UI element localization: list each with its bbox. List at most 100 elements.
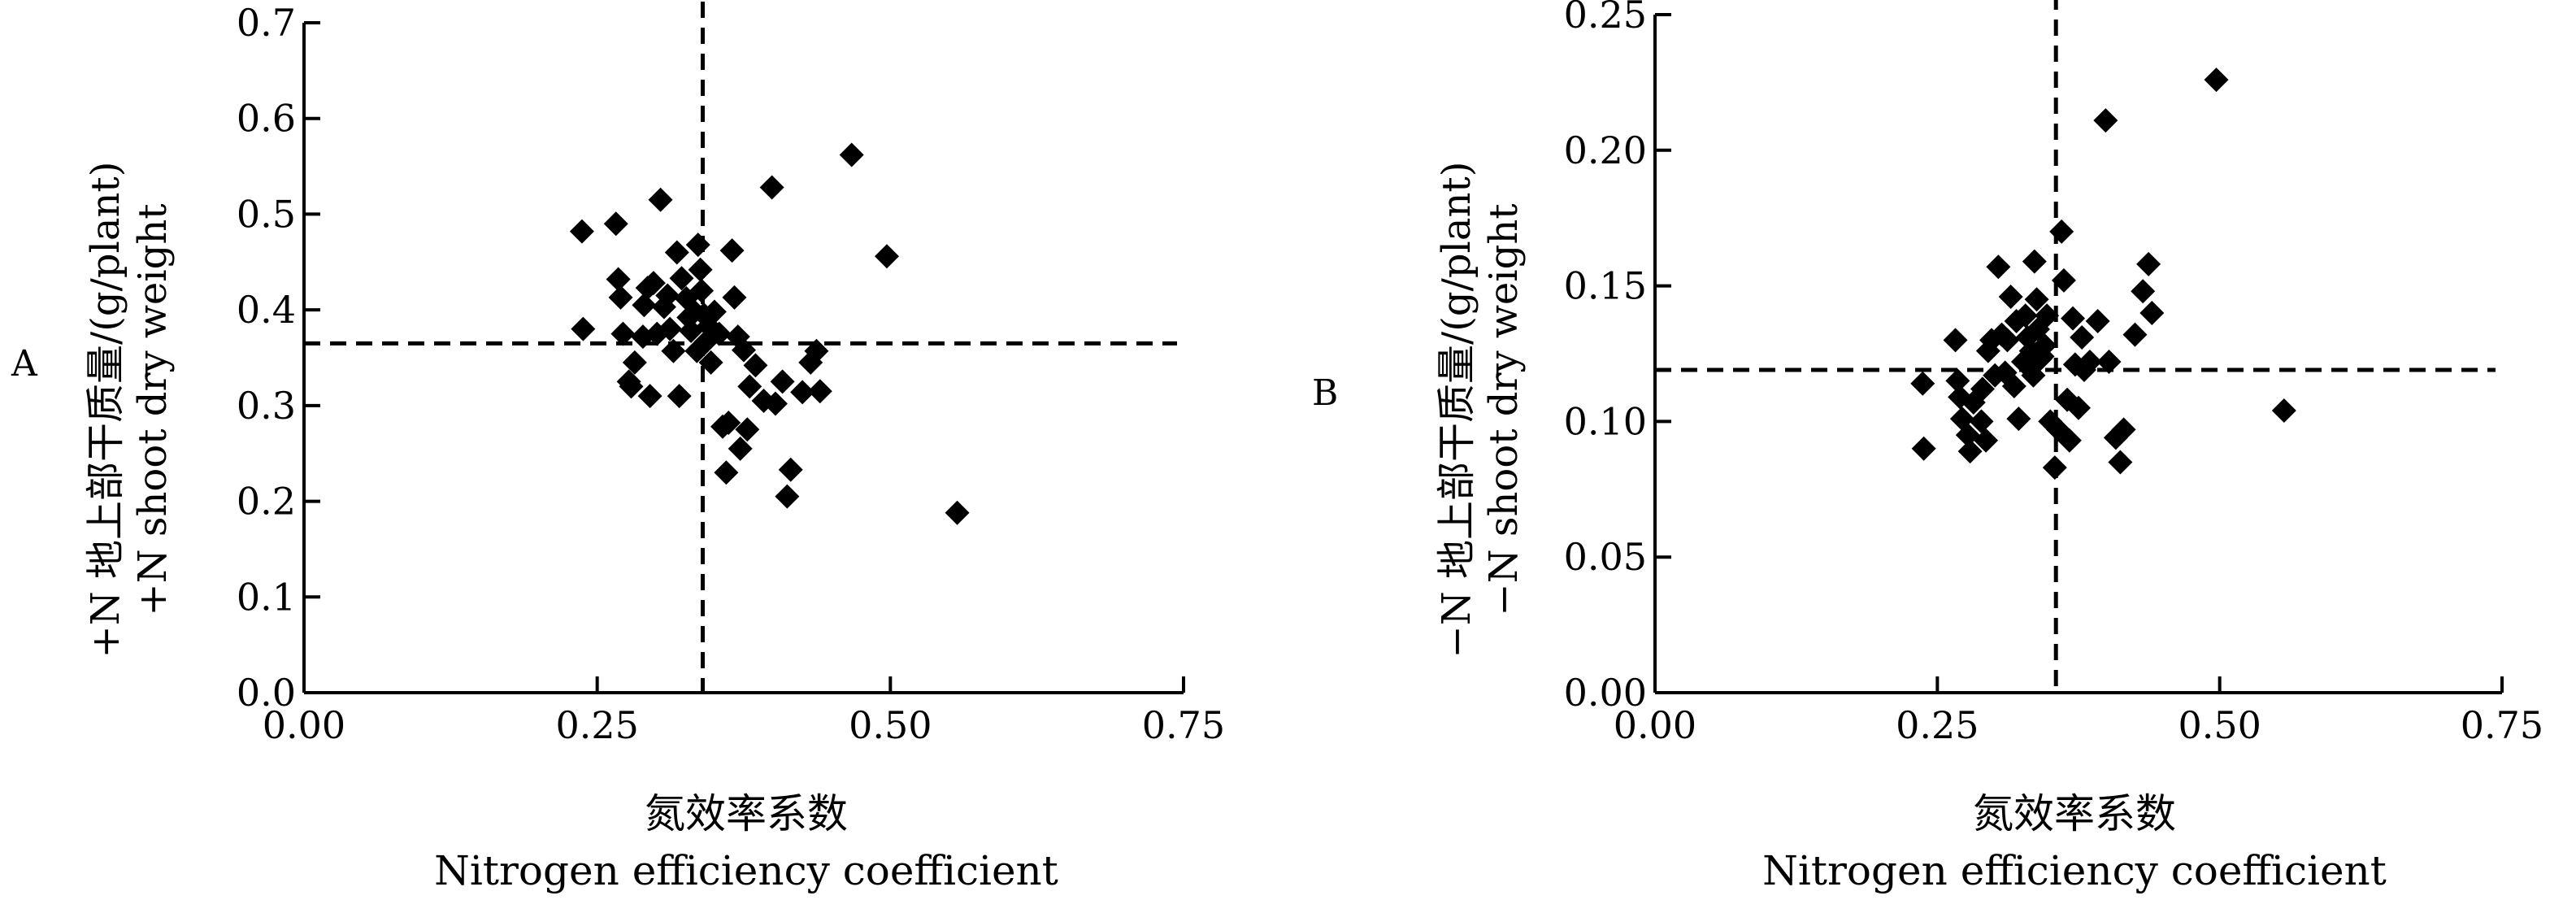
panel-b-point xyxy=(2032,333,2057,358)
panel-a-point xyxy=(689,278,715,303)
panel-a-point xyxy=(743,353,768,378)
panel-b-point xyxy=(2077,350,2102,375)
panel-b-point xyxy=(1945,368,1970,393)
panel-b-point xyxy=(2111,417,2136,442)
panel-a-point xyxy=(637,384,662,409)
panel-b-label: B xyxy=(1312,372,1338,414)
panel-a-point xyxy=(714,460,739,485)
panel-b-guides xyxy=(1655,0,2496,693)
panel-b-y-tick-label: 0.10 xyxy=(1564,399,1647,443)
panel-b-x-tick-label: 0.00 xyxy=(1614,703,1696,747)
panel-b-point xyxy=(2022,249,2047,274)
panel-a-point xyxy=(610,321,636,346)
panel-a-y-tick-label: 0.3 xyxy=(237,384,296,428)
panel-b-point xyxy=(2051,267,2076,293)
panel-a-point xyxy=(945,500,970,525)
panel-a-point xyxy=(619,374,644,399)
panel-a-point xyxy=(661,338,686,363)
panel-a-point xyxy=(658,316,683,341)
panel-a-y-ticks: 0.0 0.1 0.2 0.3 0.4 0.5 0.6 0.7 xyxy=(237,1,320,715)
panel-a-point xyxy=(632,293,657,318)
panel-a-point xyxy=(679,319,704,344)
panel-b-point xyxy=(2035,303,2060,328)
panel-b-point xyxy=(2139,300,2165,325)
panel-a-x-tick-label: 0.75 xyxy=(1142,703,1225,747)
panel-b: B −N 地上部干质量/(g/plant) −N shoot dry weigh… xyxy=(1312,0,2543,894)
panel-a-point xyxy=(688,257,713,282)
panel-a-point xyxy=(608,285,633,310)
panel-a-point xyxy=(698,350,723,375)
panel-a-point xyxy=(722,285,747,310)
panel-a-ylabel-en: +N shoot dry weight xyxy=(130,203,176,615)
panel-a-point xyxy=(571,316,596,341)
panel-a-point xyxy=(648,187,673,212)
panel-a-y-tick-label: 0.6 xyxy=(237,97,296,141)
panel-b-point xyxy=(2122,322,2148,347)
panel-a-x-tick-label: 0.00 xyxy=(263,703,345,747)
panel-b-y-ticks: 0.00 0.05 0.10 0.15 0.20 0.25 xyxy=(1564,0,1671,715)
panel-a-ylabel-cn: +N 地上部干质量/(g/plant) xyxy=(83,162,128,659)
panel-b-point xyxy=(1911,436,1936,461)
panel-b-point xyxy=(1995,328,2020,353)
panel-a-xlabel-cn: 氮效率系数 xyxy=(645,790,848,837)
panel-b-y-tick-label: 0.20 xyxy=(1564,128,1647,172)
panel-b-y-tick-label: 0.05 xyxy=(1564,535,1647,579)
panel-a-point xyxy=(667,384,692,409)
panel-a-point xyxy=(807,379,832,404)
panel-a-point xyxy=(778,457,803,482)
panel-a-plot: 0.0 0.1 0.2 0.3 0.4 0.5 0.6 0.7 0.00 0.25 0.50 0.7… xyxy=(237,1,1225,747)
panel-b-y-tick-label: 0.25 xyxy=(1564,0,1647,37)
panel-b-point xyxy=(2096,350,2122,375)
panel-b-point xyxy=(1943,328,1968,353)
panel-a-point xyxy=(655,283,680,308)
panel-a-point xyxy=(685,233,710,258)
panel-b-point xyxy=(1986,254,2011,280)
panel-a-point xyxy=(770,369,795,394)
panel-a-point xyxy=(706,321,732,346)
panel-a-y-tick-label: 0.0 xyxy=(237,671,296,715)
panel-b-point xyxy=(2085,308,2110,333)
panel-b-point xyxy=(1970,376,1995,402)
panel-b-point xyxy=(2136,251,2161,276)
panel-a-point xyxy=(804,338,829,363)
panel-a-point xyxy=(732,337,756,363)
panel-b-point xyxy=(2057,428,2082,453)
panel-b-point xyxy=(2066,395,2091,420)
panel-b-point xyxy=(2108,450,2133,475)
panel-a-y-tick-label: 0.5 xyxy=(237,192,296,236)
panel-a-axes xyxy=(302,23,1184,694)
panel-b-x-tick-label: 0.25 xyxy=(1896,703,1979,747)
panel-a-point xyxy=(669,266,694,291)
panel-a-point xyxy=(759,175,784,200)
panel-b-point xyxy=(1955,423,1980,448)
panel-a-point xyxy=(737,374,762,399)
panel-b-point xyxy=(1998,284,2023,309)
panel-b-point xyxy=(2131,279,2156,304)
panel-b-point xyxy=(1957,439,1983,464)
panel-a-point xyxy=(603,211,628,237)
panel-b-point xyxy=(1974,428,1999,453)
panel-b-point xyxy=(2042,455,2067,480)
panel-b-point xyxy=(1969,409,1994,434)
panel-a-point xyxy=(622,350,647,375)
panel-a-y-tick-label: 0.7 xyxy=(237,1,296,45)
panel-b-point xyxy=(2049,219,2074,244)
panel-a-point xyxy=(719,238,745,263)
panel-a-points xyxy=(569,142,970,525)
panel-a-point xyxy=(728,436,753,461)
panel-a-y-tick-label: 0.2 xyxy=(237,480,296,524)
panel-a-label: A xyxy=(11,343,38,385)
panel-a-point xyxy=(790,380,815,405)
panel-b-point xyxy=(2006,407,2031,432)
panel-b-point xyxy=(2001,374,2026,399)
panel-b-y-axis-title: −N 地上部干质量/(g/plant) −N shoot dry weight xyxy=(1434,162,1527,659)
panel-b-point xyxy=(1910,371,1935,396)
panel-b-xlabel-cn: 氮效率系数 xyxy=(1973,790,2176,837)
panel-a-point xyxy=(606,267,631,292)
panel-a: A +N 地上部干质量/(g/plant) +N shoot dry weigh… xyxy=(11,1,1225,894)
panel-a-y-tick-label: 0.1 xyxy=(237,575,296,619)
panel-b-point xyxy=(2061,306,2086,331)
panel-b-point xyxy=(2024,287,2049,312)
panel-a-x-ticks: 0.00 0.25 0.50 0.75 xyxy=(263,676,1225,747)
